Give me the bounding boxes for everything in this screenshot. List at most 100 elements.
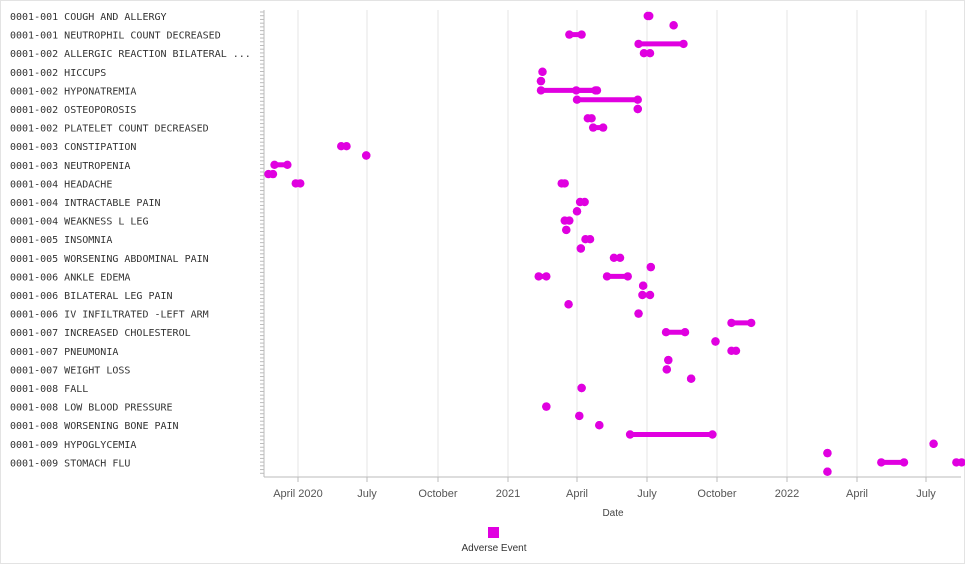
event-end-dot [587, 114, 596, 123]
event-end-dot [591, 86, 600, 95]
y-axis-label: 0001-004 HEADACHE [10, 179, 112, 190]
event-mark[interactable] [686, 374, 696, 383]
event-mark[interactable] [952, 458, 965, 467]
y-axis-label: 0001-007 PNEUMONIA [10, 347, 118, 358]
x-tick-label: April [566, 488, 588, 500]
event-end-dot [680, 328, 690, 337]
event-end-dot [598, 123, 608, 132]
event-end-dot [296, 179, 305, 188]
event-mark[interactable] [583, 114, 596, 123]
event-end-dot [633, 104, 642, 114]
event-end-dot [576, 244, 586, 253]
event-mark[interactable] [643, 11, 654, 21]
event-mark[interactable] [823, 448, 832, 458]
event-mark[interactable] [337, 142, 351, 151]
event-end-dot [572, 207, 582, 216]
y-axis-label: 0001-004 WEAKNESS L LEG [10, 217, 148, 228]
event-mark[interactable] [572, 86, 600, 95]
event-mark[interactable] [581, 235, 595, 244]
event-mark[interactable] [536, 76, 546, 86]
event-start-dot [877, 458, 886, 467]
event-mark[interactable] [664, 355, 673, 365]
event-mark[interactable] [602, 272, 632, 281]
y-axis-label: 0001-002 ALLERGIC REACTION BILATERAL ... [10, 49, 251, 60]
event-mark[interactable] [560, 216, 574, 225]
event-mark[interactable] [634, 39, 688, 49]
event-mark[interactable] [638, 290, 655, 300]
event-end-dot [577, 30, 586, 39]
event-end-dot [686, 374, 696, 383]
event-end-dot [662, 365, 671, 374]
event-end-dot [638, 281, 648, 290]
y-axis-label: 0001-003 CONSTIPATION [10, 142, 136, 153]
event-end-dot [731, 346, 741, 355]
event-mark[interactable] [576, 244, 586, 253]
event-mark[interactable] [638, 281, 648, 290]
event-mark[interactable] [609, 253, 625, 262]
y-axis-label: 0001-005 INSOMNIA [10, 235, 112, 246]
event-mark[interactable] [538, 67, 547, 77]
event-mark[interactable] [669, 21, 678, 30]
event-mark[interactable] [823, 467, 832, 476]
event-mark[interactable] [565, 30, 586, 39]
event-mark[interactable] [662, 365, 671, 374]
y-axis-label: 0001-006 ANKLE EDEMA [10, 272, 130, 283]
event-mark[interactable] [264, 169, 278, 179]
event-end-dot [542, 272, 551, 281]
event-mark[interactable] [577, 383, 586, 393]
event-mark[interactable] [562, 225, 571, 235]
legend[interactable]: Adverse Event [461, 527, 527, 554]
event-mark[interactable] [362, 151, 371, 160]
event-mark[interactable] [633, 104, 642, 114]
y-axis-labels: 0001-001 COUGH AND ALLERGY 0001-001 NEUTR… [10, 12, 251, 469]
event-mark[interactable] [557, 179, 569, 188]
event-mark[interactable] [661, 328, 690, 337]
event-mark[interactable] [646, 262, 656, 272]
y-axis-label: 0001-007 WEIGHT LOSS [10, 365, 130, 376]
event-end-dot [562, 225, 571, 235]
event-start-dot [270, 160, 279, 169]
y-axis-label: 0001-009 HYPOGLYCEMIA [10, 440, 136, 451]
event-mark[interactable] [877, 458, 909, 467]
y-axis [260, 10, 265, 477]
event-mark[interactable] [534, 272, 551, 281]
y-axis-label: 0001-005 WORSENING ABDOMINAL PAIN [10, 254, 209, 265]
event-mark[interactable] [291, 179, 305, 188]
event-mark[interactable] [588, 123, 608, 132]
event-start-dot [572, 95, 582, 104]
event-mark[interactable] [625, 430, 717, 439]
event-mark[interactable] [542, 402, 551, 411]
event-start-dot [588, 123, 598, 132]
event-mark[interactable] [270, 160, 292, 169]
y-axis-label: 0001-008 FALL [10, 384, 88, 395]
event-mark[interactable] [564, 300, 573, 309]
y-axis-label: 0001-002 HICCUPS [10, 68, 106, 79]
y-axis-label: 0001-002 PLATELET COUNT DECREASED [10, 124, 209, 135]
event-end-dot [645, 11, 654, 21]
event-mark[interactable] [634, 309, 643, 318]
event-mark[interactable] [572, 207, 582, 216]
event-end-dot [595, 421, 604, 430]
event-mark[interactable] [929, 439, 938, 448]
y-axis-label: 0001-001 NEUTROPHIL COUNT DECREASED [10, 31, 221, 42]
event-marks [264, 11, 965, 476]
legend-swatch [488, 527, 499, 538]
y-axis-label: 0001-001 COUGH AND ALLERGY [10, 12, 167, 23]
event-mark[interactable] [727, 346, 741, 355]
event-end-dot [823, 448, 832, 458]
event-end-dot [615, 253, 625, 262]
event-end-dot [283, 160, 292, 169]
event-mark[interactable] [575, 411, 584, 421]
event-end-dot [565, 216, 574, 225]
event-mark[interactable] [639, 49, 655, 58]
event-mark[interactable] [572, 95, 642, 104]
x-tick-label: October [697, 488, 736, 500]
x-tick-label: 2022 [775, 488, 799, 500]
event-mark[interactable] [575, 197, 589, 207]
event-mark[interactable] [711, 337, 720, 346]
x-tick-label: April [846, 488, 868, 500]
event-mark[interactable] [727, 318, 756, 328]
event-mark[interactable] [595, 421, 604, 430]
x-tick-label: July [637, 488, 657, 500]
event-end-dot [633, 95, 642, 104]
